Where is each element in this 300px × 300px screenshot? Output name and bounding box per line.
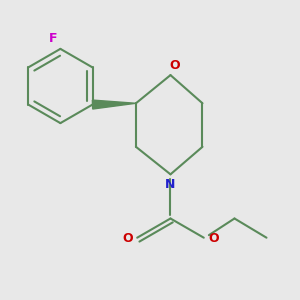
Text: O: O — [170, 59, 180, 72]
Polygon shape — [92, 100, 136, 109]
Text: F: F — [49, 32, 57, 45]
Text: O: O — [208, 232, 219, 245]
Text: O: O — [122, 232, 133, 245]
Text: N: N — [165, 178, 176, 191]
